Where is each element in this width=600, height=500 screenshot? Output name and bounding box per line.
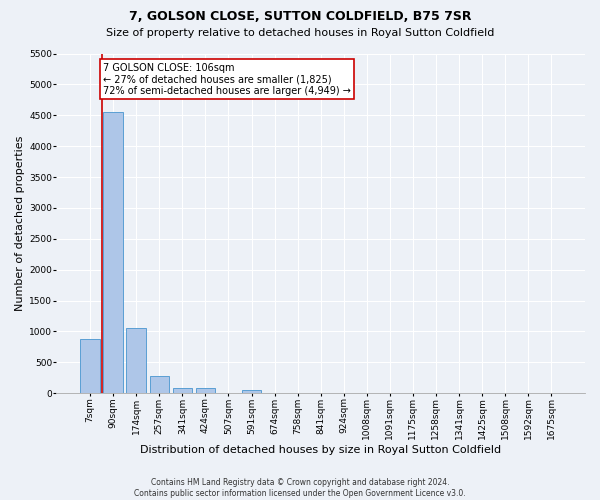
Bar [103, 112, 123, 393]
Bar [80, 339, 100, 393]
Bar [242, 390, 262, 393]
Text: 7 GOLSON CLOSE: 106sqm
← 27% of detached houses are smaller (1,825)
72% of semi-: 7 GOLSON CLOSE: 106sqm ← 27% of detached… [103, 63, 351, 96]
Bar [173, 388, 192, 393]
X-axis label: Distribution of detached houses by size in Royal Sutton Coldfield: Distribution of detached houses by size … [140, 445, 501, 455]
Text: Contains HM Land Registry data © Crown copyright and database right 2024.
Contai: Contains HM Land Registry data © Crown c… [134, 478, 466, 498]
Text: Size of property relative to detached houses in Royal Sutton Coldfield: Size of property relative to detached ho… [106, 28, 494, 38]
Bar [149, 376, 169, 393]
Y-axis label: Number of detached properties: Number of detached properties [15, 136, 25, 311]
Text: 7, GOLSON CLOSE, SUTTON COLDFIELD, B75 7SR: 7, GOLSON CLOSE, SUTTON COLDFIELD, B75 7… [129, 10, 471, 23]
Bar [196, 388, 215, 393]
Bar [127, 328, 146, 393]
